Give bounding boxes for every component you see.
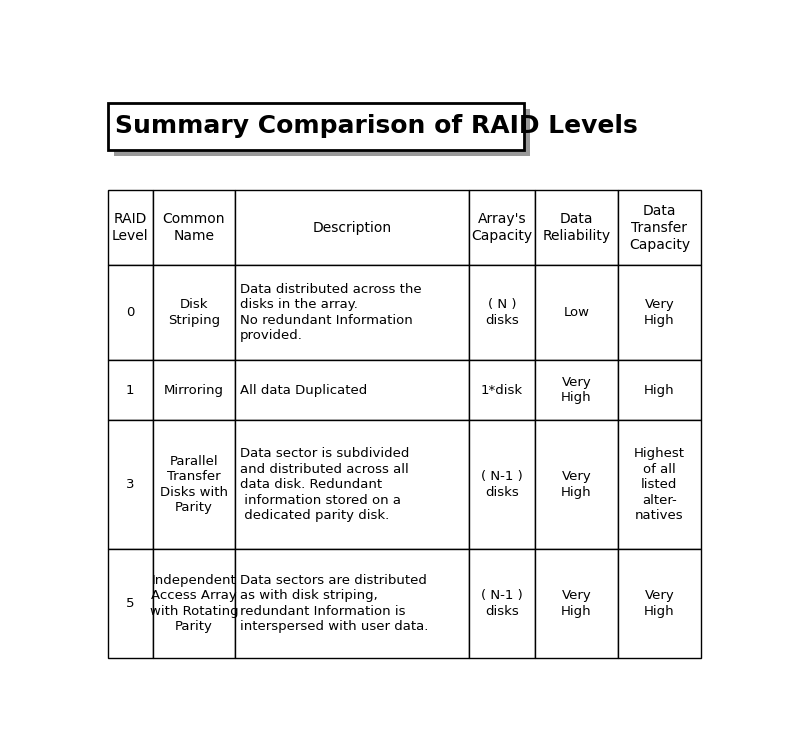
Bar — [618, 549, 701, 658]
Bar — [535, 190, 618, 265]
Bar — [469, 190, 535, 265]
Text: 1*disk: 1*disk — [481, 384, 523, 397]
Bar — [618, 265, 701, 360]
Bar — [108, 103, 524, 150]
Bar — [153, 265, 235, 360]
Bar — [618, 360, 701, 421]
Bar — [235, 421, 469, 549]
Bar — [235, 265, 469, 360]
Text: ( N )
disks: ( N ) disks — [485, 298, 519, 327]
Bar — [535, 421, 618, 549]
Text: Data
Transfer
Capacity: Data Transfer Capacity — [629, 204, 690, 252]
Bar — [235, 360, 469, 421]
Bar — [535, 549, 618, 658]
Bar — [235, 190, 469, 265]
Bar — [535, 360, 618, 421]
Text: Very
High: Very High — [561, 471, 592, 499]
Bar — [108, 360, 153, 421]
Bar — [618, 190, 701, 265]
Bar — [469, 549, 535, 658]
Text: 0: 0 — [126, 306, 134, 319]
Text: Summary Comparison of RAID Levels: Summary Comparison of RAID Levels — [115, 114, 638, 138]
Text: 3: 3 — [126, 478, 134, 492]
Bar — [153, 360, 235, 421]
Text: Highest
of all
listed
alter-
natives: Highest of all listed alter- natives — [634, 447, 685, 522]
Text: Data sector is subdivided
and distributed across all
data disk. Redundant
 infor: Data sector is subdivided and distribute… — [240, 447, 409, 522]
Text: Data distributed across the
disks in the array.
No redundant Information
provide: Data distributed across the disks in the… — [240, 283, 421, 342]
Text: Parallel
Transfer
Disks with
Parity: Parallel Transfer Disks with Parity — [160, 455, 228, 515]
Text: Description: Description — [312, 221, 392, 235]
Bar — [469, 360, 535, 421]
Bar — [108, 421, 153, 549]
Bar — [469, 421, 535, 549]
Text: Array's
Capacity: Array's Capacity — [472, 212, 533, 244]
Text: 5: 5 — [126, 597, 134, 610]
Text: ( N-1 )
disks: ( N-1 ) disks — [481, 589, 523, 618]
Bar — [114, 108, 529, 156]
Text: High: High — [644, 384, 675, 397]
Text: Disk
Striping: Disk Striping — [168, 298, 220, 327]
Text: Mirroring: Mirroring — [164, 384, 224, 397]
Text: 1: 1 — [126, 384, 134, 397]
Text: Common
Name: Common Name — [163, 212, 225, 244]
Bar — [153, 421, 235, 549]
Text: Very
High: Very High — [561, 589, 592, 618]
Text: ( N-1 )
disks: ( N-1 ) disks — [481, 471, 523, 499]
Bar — [618, 421, 701, 549]
Text: RAID
Level: RAID Level — [112, 212, 148, 244]
Bar — [235, 549, 469, 658]
Bar — [108, 265, 153, 360]
Bar — [153, 190, 235, 265]
Text: Very
High: Very High — [561, 376, 592, 404]
Bar — [535, 265, 618, 360]
Text: Data
Reliability: Data Reliability — [542, 212, 611, 244]
Text: Very
High: Very High — [644, 589, 675, 618]
Bar — [108, 190, 153, 265]
Bar — [469, 265, 535, 360]
Text: Very
High: Very High — [644, 298, 675, 327]
Text: All data Duplicated: All data Duplicated — [240, 384, 368, 397]
Text: Data sectors are distributed
as with disk striping,
redundant Information is
int: Data sectors are distributed as with dis… — [240, 574, 428, 633]
Bar — [108, 549, 153, 658]
Text: Independent
Access Array
with Rotating
Parity: Independent Access Array with Rotating P… — [150, 574, 238, 633]
Bar — [153, 549, 235, 658]
Text: Low: Low — [563, 306, 589, 319]
